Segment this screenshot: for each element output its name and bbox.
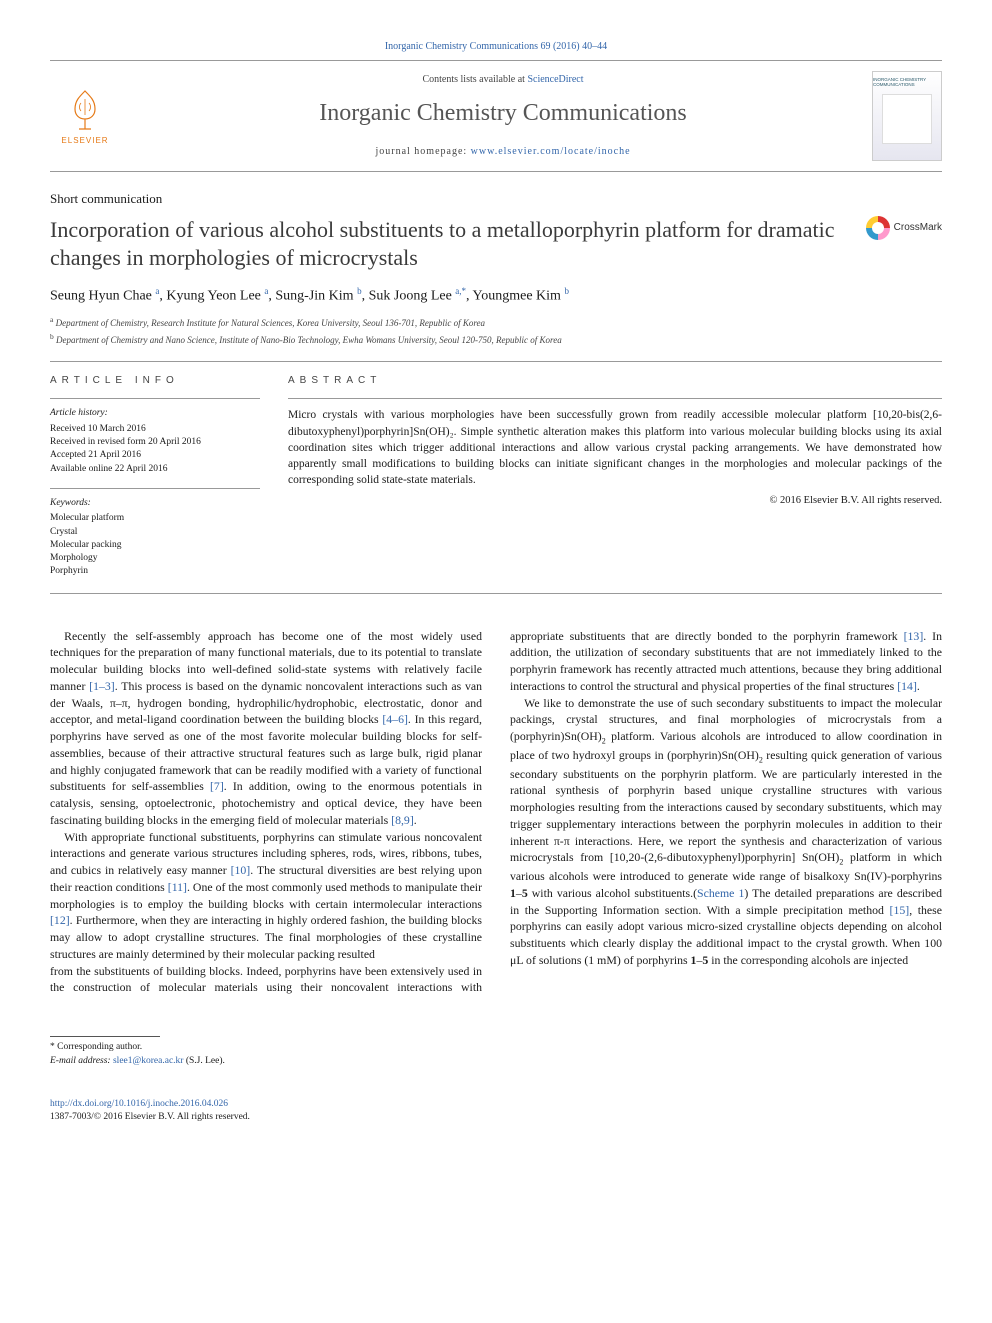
body-para: We like to demonstrate the use of such s…: [510, 695, 942, 969]
contents-prefix: Contents lists available at: [422, 74, 527, 85]
authors-line: Seung Hyun Chae a, Kyung Yeon Lee a, Sun…: [50, 285, 942, 306]
article-body: Recently the self-assembly approach has …: [50, 628, 942, 997]
journal-homepage-line: journal homepage: www.elsevier.com/locat…: [134, 145, 872, 159]
journal-header: ELSEVIER Contents lists available at Sci…: [50, 60, 942, 172]
body-para: Recently the self-assembly approach has …: [50, 628, 482, 829]
affiliations: a Department of Chemistry, Research Inst…: [50, 314, 942, 347]
history-line: Available online 22 April 2016: [50, 463, 260, 476]
article-info-block: ARTICLE INFO Article history: Received 1…: [50, 374, 260, 578]
elsevier-tree-icon: [61, 85, 109, 133]
ref-link[interactable]: [8,9]: [391, 813, 414, 827]
ref-link[interactable]: [10]: [231, 863, 251, 877]
doi-link[interactable]: http://dx.doi.org/10.1016/j.inoche.2016.…: [50, 1099, 228, 1109]
issn-copyright: 1387-7003/© 2016 Elsevier B.V. All right…: [50, 1112, 250, 1122]
contents-lists-line: Contents lists available at ScienceDirec…: [134, 73, 872, 87]
ref-link[interactable]: [7]: [210, 779, 224, 793]
history-line: Received in revised form 20 April 2016: [50, 436, 260, 449]
keyword: Crystal: [50, 526, 260, 539]
keyword: Morphology: [50, 552, 260, 565]
cover-title-text: INORGANIC CHEMISTRY COMMUNICATIONS: [873, 78, 941, 88]
email-line: E-mail address: slee1@korea.ac.kr (S.J. …: [50, 1055, 942, 1068]
abstract-heading: ABSTRACT: [288, 374, 942, 388]
page-footer: http://dx.doi.org/10.1016/j.inoche.2016.…: [50, 1098, 942, 1125]
abstract-block: ABSTRACT Micro crystals with various mor…: [288, 374, 942, 578]
journal-reference: Inorganic Chemistry Communications 69 (2…: [50, 40, 942, 54]
keyword: Porphyrin: [50, 565, 260, 578]
homepage-prefix: journal homepage:: [375, 146, 470, 157]
elsevier-wordmark: ELSEVIER: [61, 135, 108, 146]
email-name: (S.J. Lee).: [186, 1056, 225, 1066]
affiliation-b: b Department of Chemistry and Nano Scien…: [50, 331, 942, 348]
corresponding-email-link[interactable]: slee1@korea.ac.kr: [113, 1056, 183, 1066]
elsevier-logo: ELSEVIER: [50, 76, 120, 156]
keywords-lines: Molecular platformCrystalMolecular packi…: [50, 512, 260, 578]
crossmark-label: CrossMark: [894, 221, 942, 235]
ref-link[interactable]: [1–3]: [89, 679, 115, 693]
journal-cover-thumbnail: INORGANIC CHEMISTRY COMMUNICATIONS: [872, 71, 942, 161]
email-label: E-mail address:: [50, 1056, 111, 1066]
keyword: Molecular platform: [50, 512, 260, 525]
journal-homepage-link[interactable]: www.elsevier.com/locate/inoche: [471, 146, 631, 157]
affiliation-b-text: Department of Chemistry and Nano Science…: [56, 335, 562, 345]
article-title: Incorporation of various alcohol substit…: [50, 216, 866, 271]
affiliation-a: a Department of Chemistry, Research Inst…: [50, 314, 942, 331]
corresponding-author-footnote: * Corresponding author. E-mail address: …: [50, 1041, 942, 1068]
ref-link[interactable]: [14]: [897, 679, 917, 693]
article-info-heading: ARTICLE INFO: [50, 374, 260, 388]
article-type: Short communication: [50, 190, 942, 208]
horizontal-rule-2: [50, 593, 942, 594]
info-rule: [50, 398, 260, 399]
sciencedirect-link[interactable]: ScienceDirect: [527, 74, 583, 85]
abstract-text: Micro crystals with various morphologies…: [288, 407, 942, 487]
crossmark-icon: [866, 216, 890, 240]
scheme-link[interactable]: Scheme 1: [697, 886, 744, 900]
ref-link[interactable]: [12]: [50, 913, 70, 927]
keyword: Molecular packing: [50, 539, 260, 552]
article-history-label: Article history:: [50, 407, 260, 420]
abstract-rule: [288, 398, 942, 399]
ref-link[interactable]: [13]: [904, 629, 924, 643]
history-line: Received 10 March 2016: [50, 423, 260, 436]
ref-link[interactable]: [11]: [168, 880, 187, 894]
crossmark-badge[interactable]: CrossMark: [866, 216, 942, 240]
corresponding-label: * Corresponding author.: [50, 1041, 942, 1054]
journal-title: Inorganic Chemistry Communications: [134, 97, 872, 131]
info-rule-2: [50, 488, 260, 489]
ref-link[interactable]: [4–6]: [382, 712, 408, 726]
cover-image-placeholder: [882, 94, 932, 144]
header-center: Contents lists available at ScienceDirec…: [134, 73, 872, 159]
abstract-copyright: © 2016 Elsevier B.V. All rights reserved…: [288, 494, 942, 509]
footnote-separator: [50, 1036, 160, 1037]
keywords-label: Keywords:: [50, 497, 260, 510]
history-line: Accepted 21 April 2016: [50, 449, 260, 462]
ref-link[interactable]: [15]: [890, 903, 910, 917]
affiliation-a-text: Department of Chemistry, Research Instit…: [56, 318, 485, 328]
body-para: With appropriate functional substituents…: [50, 829, 482, 963]
article-history-lines: Received 10 March 2016Received in revise…: [50, 423, 260, 476]
